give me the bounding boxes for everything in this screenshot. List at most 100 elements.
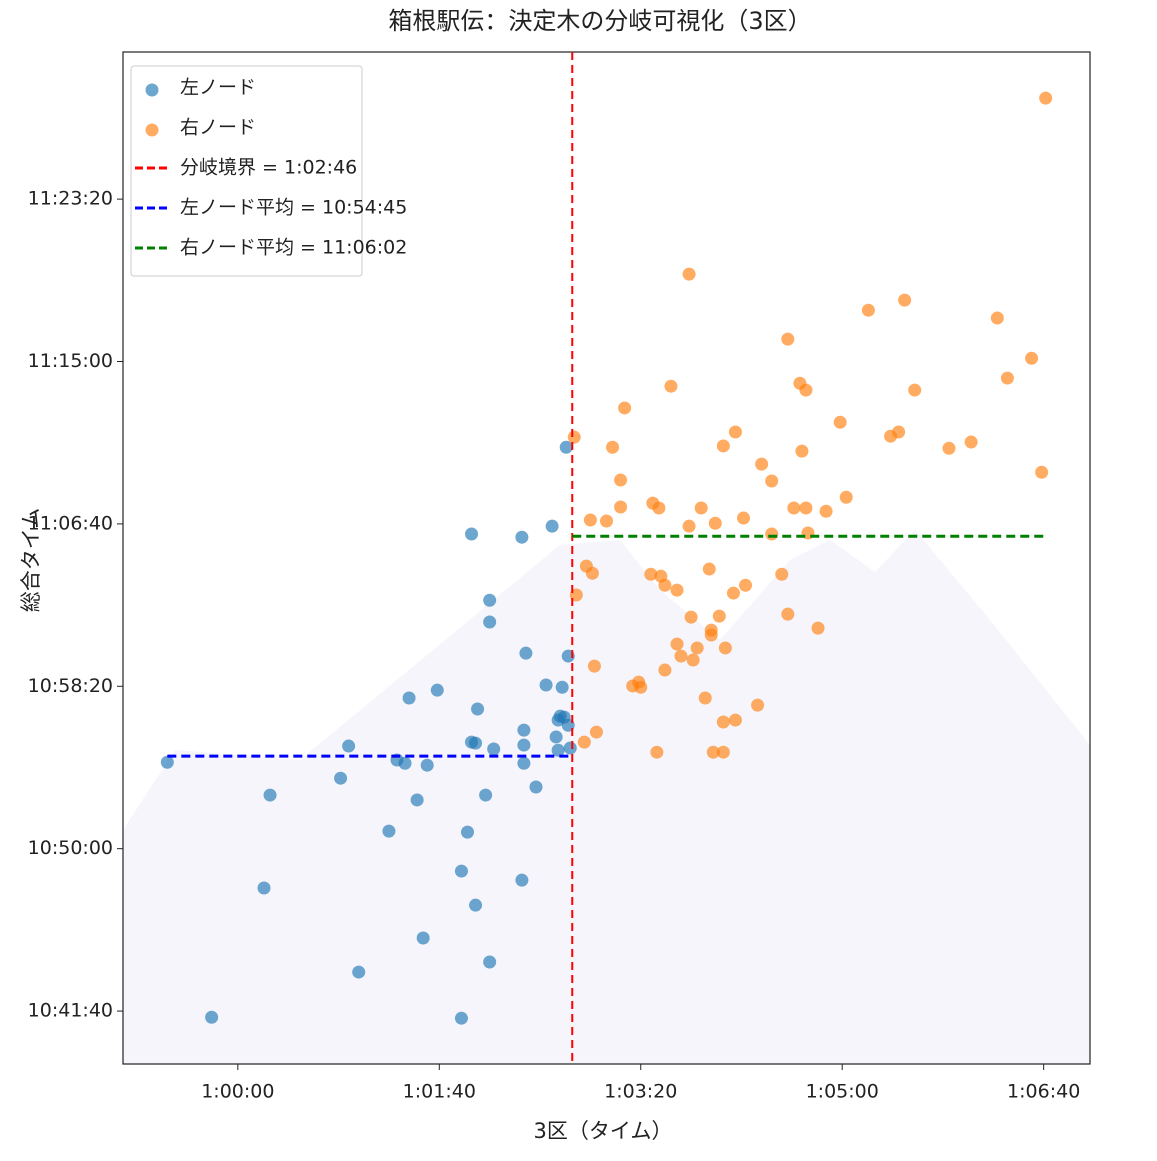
scatter-point [799,383,813,397]
scatter-point [1025,351,1039,365]
scatter-point [833,415,847,429]
scatter-point [487,742,501,756]
legend-box [130,65,363,277]
legend-marker [145,83,159,97]
scatter-point [751,698,765,712]
legend-label: 左ノード平均 = 10:54:45 [180,197,407,219]
scatter-point [420,758,434,772]
scatter-point [263,788,277,802]
scatter-point [618,401,632,415]
scatter-point [519,646,533,660]
scatter-point [517,738,531,752]
scatter-point [483,615,497,629]
legend-label: 分岐境界 = 1:02:46 [180,157,357,179]
scatter-point [205,1010,219,1024]
scatter-point [1035,465,1049,479]
scatter-point [614,473,628,487]
x-tick-label: 1:01:40 [403,1081,476,1103]
scatter-point [990,311,1004,325]
scatter-point [483,955,497,969]
scatter-point [708,516,722,530]
scatter-point [728,713,742,727]
y-tick-label: 10:58:20 [28,675,113,697]
legend-label: 左ノード [180,77,256,99]
scatter-point [712,609,726,623]
scatter-point [787,501,801,515]
scatter-point [555,680,569,694]
scatter-point [839,490,853,504]
scatter-point [765,527,779,541]
scatter-point [589,725,603,739]
scatter-point [382,824,396,838]
background-mountains [123,530,1090,1064]
y-axis-label: 総合タイム [19,508,43,613]
scatter-point [587,659,601,673]
x-tick-label: 1:05:00 [806,1081,879,1103]
scatter-point [670,637,684,651]
scatter-point [577,735,591,749]
scatter-point [334,771,348,785]
scatter-point [600,514,613,528]
scatter-point [799,501,813,515]
scatter-point [398,756,412,770]
y-tick-label: 10:50:00 [28,837,113,859]
scatter-point [352,965,366,979]
y-tick-label: 10:41:40 [28,1000,113,1022]
scatter-point [515,530,529,544]
scatter-point [658,578,672,592]
legend-marker [145,123,159,137]
scatter-point [775,567,789,581]
scatter-point [898,293,912,307]
scatter-point [670,583,684,597]
scatter-point [471,702,485,716]
x-tick-label: 1:00:00 [201,1081,274,1103]
scatter-point [583,513,597,527]
y-tick-label: 11:23:20 [28,188,113,210]
y-tick-label: 11:06:40 [28,512,113,534]
x-tick-label: 1:06:40 [1007,1081,1080,1103]
scatter-point [644,567,658,581]
scatter-point [454,864,468,878]
scatter-point [585,566,599,580]
legend-label: 右ノード平均 = 11:06:02 [180,237,407,259]
scatter-point [765,474,779,488]
scatter-point [674,649,688,663]
scatter-point [529,780,543,794]
scatter-point [682,267,696,281]
scatter-point [739,578,753,592]
scatter-point [706,745,720,759]
scatter-point [634,680,648,694]
scatter-point [690,641,704,655]
scatter-point [460,825,474,839]
scatter-point [539,678,553,692]
scatter-point [430,683,444,697]
scatter-point [942,441,956,455]
scatter-point [908,383,922,397]
scatter-point [755,457,769,471]
scatter-point [563,741,577,755]
scatter-point [652,501,666,515]
scatter-point [402,691,416,705]
scatter-point [795,444,809,458]
scatter-point [416,931,430,945]
scatter-point [684,610,698,624]
scatter-point [545,519,559,533]
scatter-point [465,527,479,541]
scatter-point [483,593,497,607]
scatter-point [342,739,356,753]
x-axis-label: 3区（タイム） [534,1119,673,1143]
scatter-point [702,562,716,576]
scatter-point [718,641,732,655]
scatter-point [257,881,271,895]
plot-frame [122,51,1091,1065]
scatter-point [160,755,174,769]
scatter-point [698,691,712,705]
scatter-point [606,440,620,454]
scatter-point [469,736,483,750]
scatter-point [517,723,531,737]
scatter-point [517,756,531,770]
scatter-point [454,1011,468,1025]
scatter-point [819,504,833,518]
scatter-point [664,379,678,393]
